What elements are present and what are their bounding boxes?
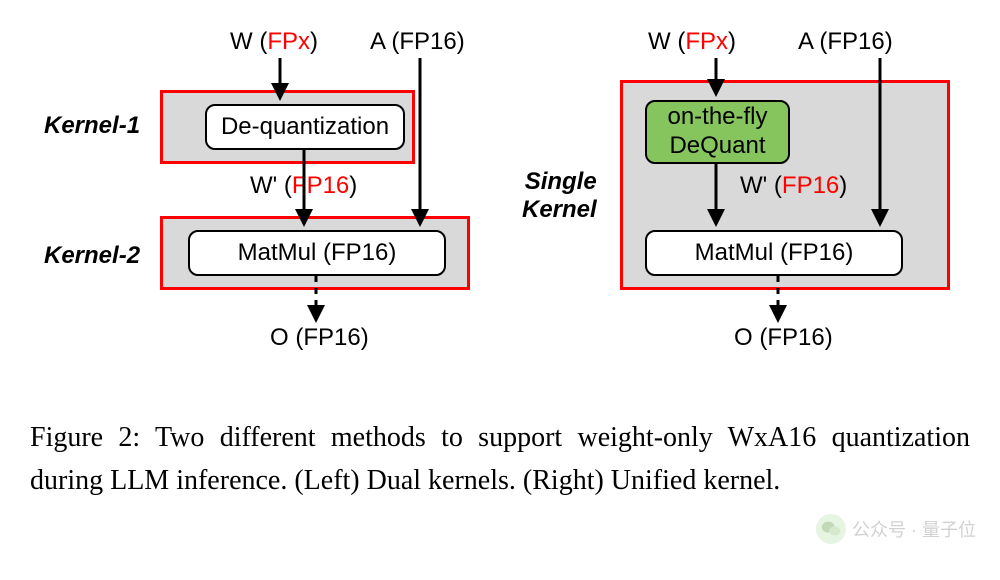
right-w-label: W (FPx) <box>648 28 736 56</box>
left-w-post: ) <box>310 28 318 55</box>
left-w-fp: FPx <box>267 28 310 55</box>
left-matmul-label: MatMul (FP16) <box>238 239 397 268</box>
right-w-post: ) <box>728 28 736 55</box>
diagram: De-quantization MatMul (FP16) W (FPx) A … <box>20 20 980 380</box>
right-wprime-pre: W' ( <box>740 172 782 199</box>
right-w-fp: FPx <box>685 28 728 55</box>
left-wprime-label: W' (FP16) <box>250 172 357 200</box>
right-wprime-label: W' (FP16) <box>740 172 847 200</box>
wechat-icon <box>816 514 846 544</box>
left-w-pre: W ( <box>230 28 267 55</box>
right-a-label: A (FP16) <box>798 28 893 56</box>
right-matmul-node: MatMul (FP16) <box>645 230 903 276</box>
right-wprime-post: ) <box>839 172 847 199</box>
left-wprime-pre: W' ( <box>250 172 292 199</box>
right-dequant-node: on-the-fly DeQuant <box>645 100 790 164</box>
right-wprime-fp: FP16 <box>782 172 839 199</box>
left-wprime-fp: FP16 <box>292 172 349 199</box>
left-a-label: A (FP16) <box>370 28 465 56</box>
left-w-label: W (FPx) <box>230 28 318 56</box>
right-single-kernel-label: Single Kernel <box>522 168 597 224</box>
right-single-line1: Single <box>525 168 597 195</box>
left-dequant-node: De-quantization <box>205 104 405 150</box>
right-matmul-label: MatMul (FP16) <box>695 239 854 268</box>
left-dequant-label: De-quantization <box>221 113 389 142</box>
right-dequant-line1: on-the-fly <box>667 103 767 130</box>
watermark-text: 公众号 · 量子位 <box>852 516 976 542</box>
watermark: 公众号 · 量子位 <box>816 514 976 544</box>
left-kernel1-label: Kernel-1 <box>44 112 140 140</box>
left-matmul-node: MatMul (FP16) <box>188 230 446 276</box>
left-kernel2-label: Kernel-2 <box>44 242 140 270</box>
figure-caption: Figure 2: Two different methods to suppo… <box>20 416 980 503</box>
right-dequant-line2: DeQuant <box>669 132 765 159</box>
left-output-label: O (FP16) <box>270 324 369 352</box>
right-w-pre: W ( <box>648 28 685 55</box>
right-output-label: O (FP16) <box>734 324 833 352</box>
right-single-line2: Kernel <box>522 196 597 223</box>
left-wprime-post: ) <box>349 172 357 199</box>
